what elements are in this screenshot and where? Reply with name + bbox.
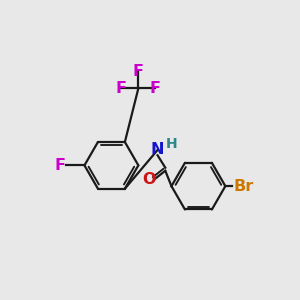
- Text: F: F: [54, 158, 65, 173]
- Text: H: H: [166, 137, 177, 151]
- Text: Br: Br: [233, 178, 253, 194]
- Text: F: F: [116, 81, 127, 96]
- Text: N: N: [151, 142, 164, 158]
- Text: F: F: [133, 64, 144, 79]
- Text: O: O: [142, 172, 156, 187]
- Text: F: F: [150, 81, 161, 96]
